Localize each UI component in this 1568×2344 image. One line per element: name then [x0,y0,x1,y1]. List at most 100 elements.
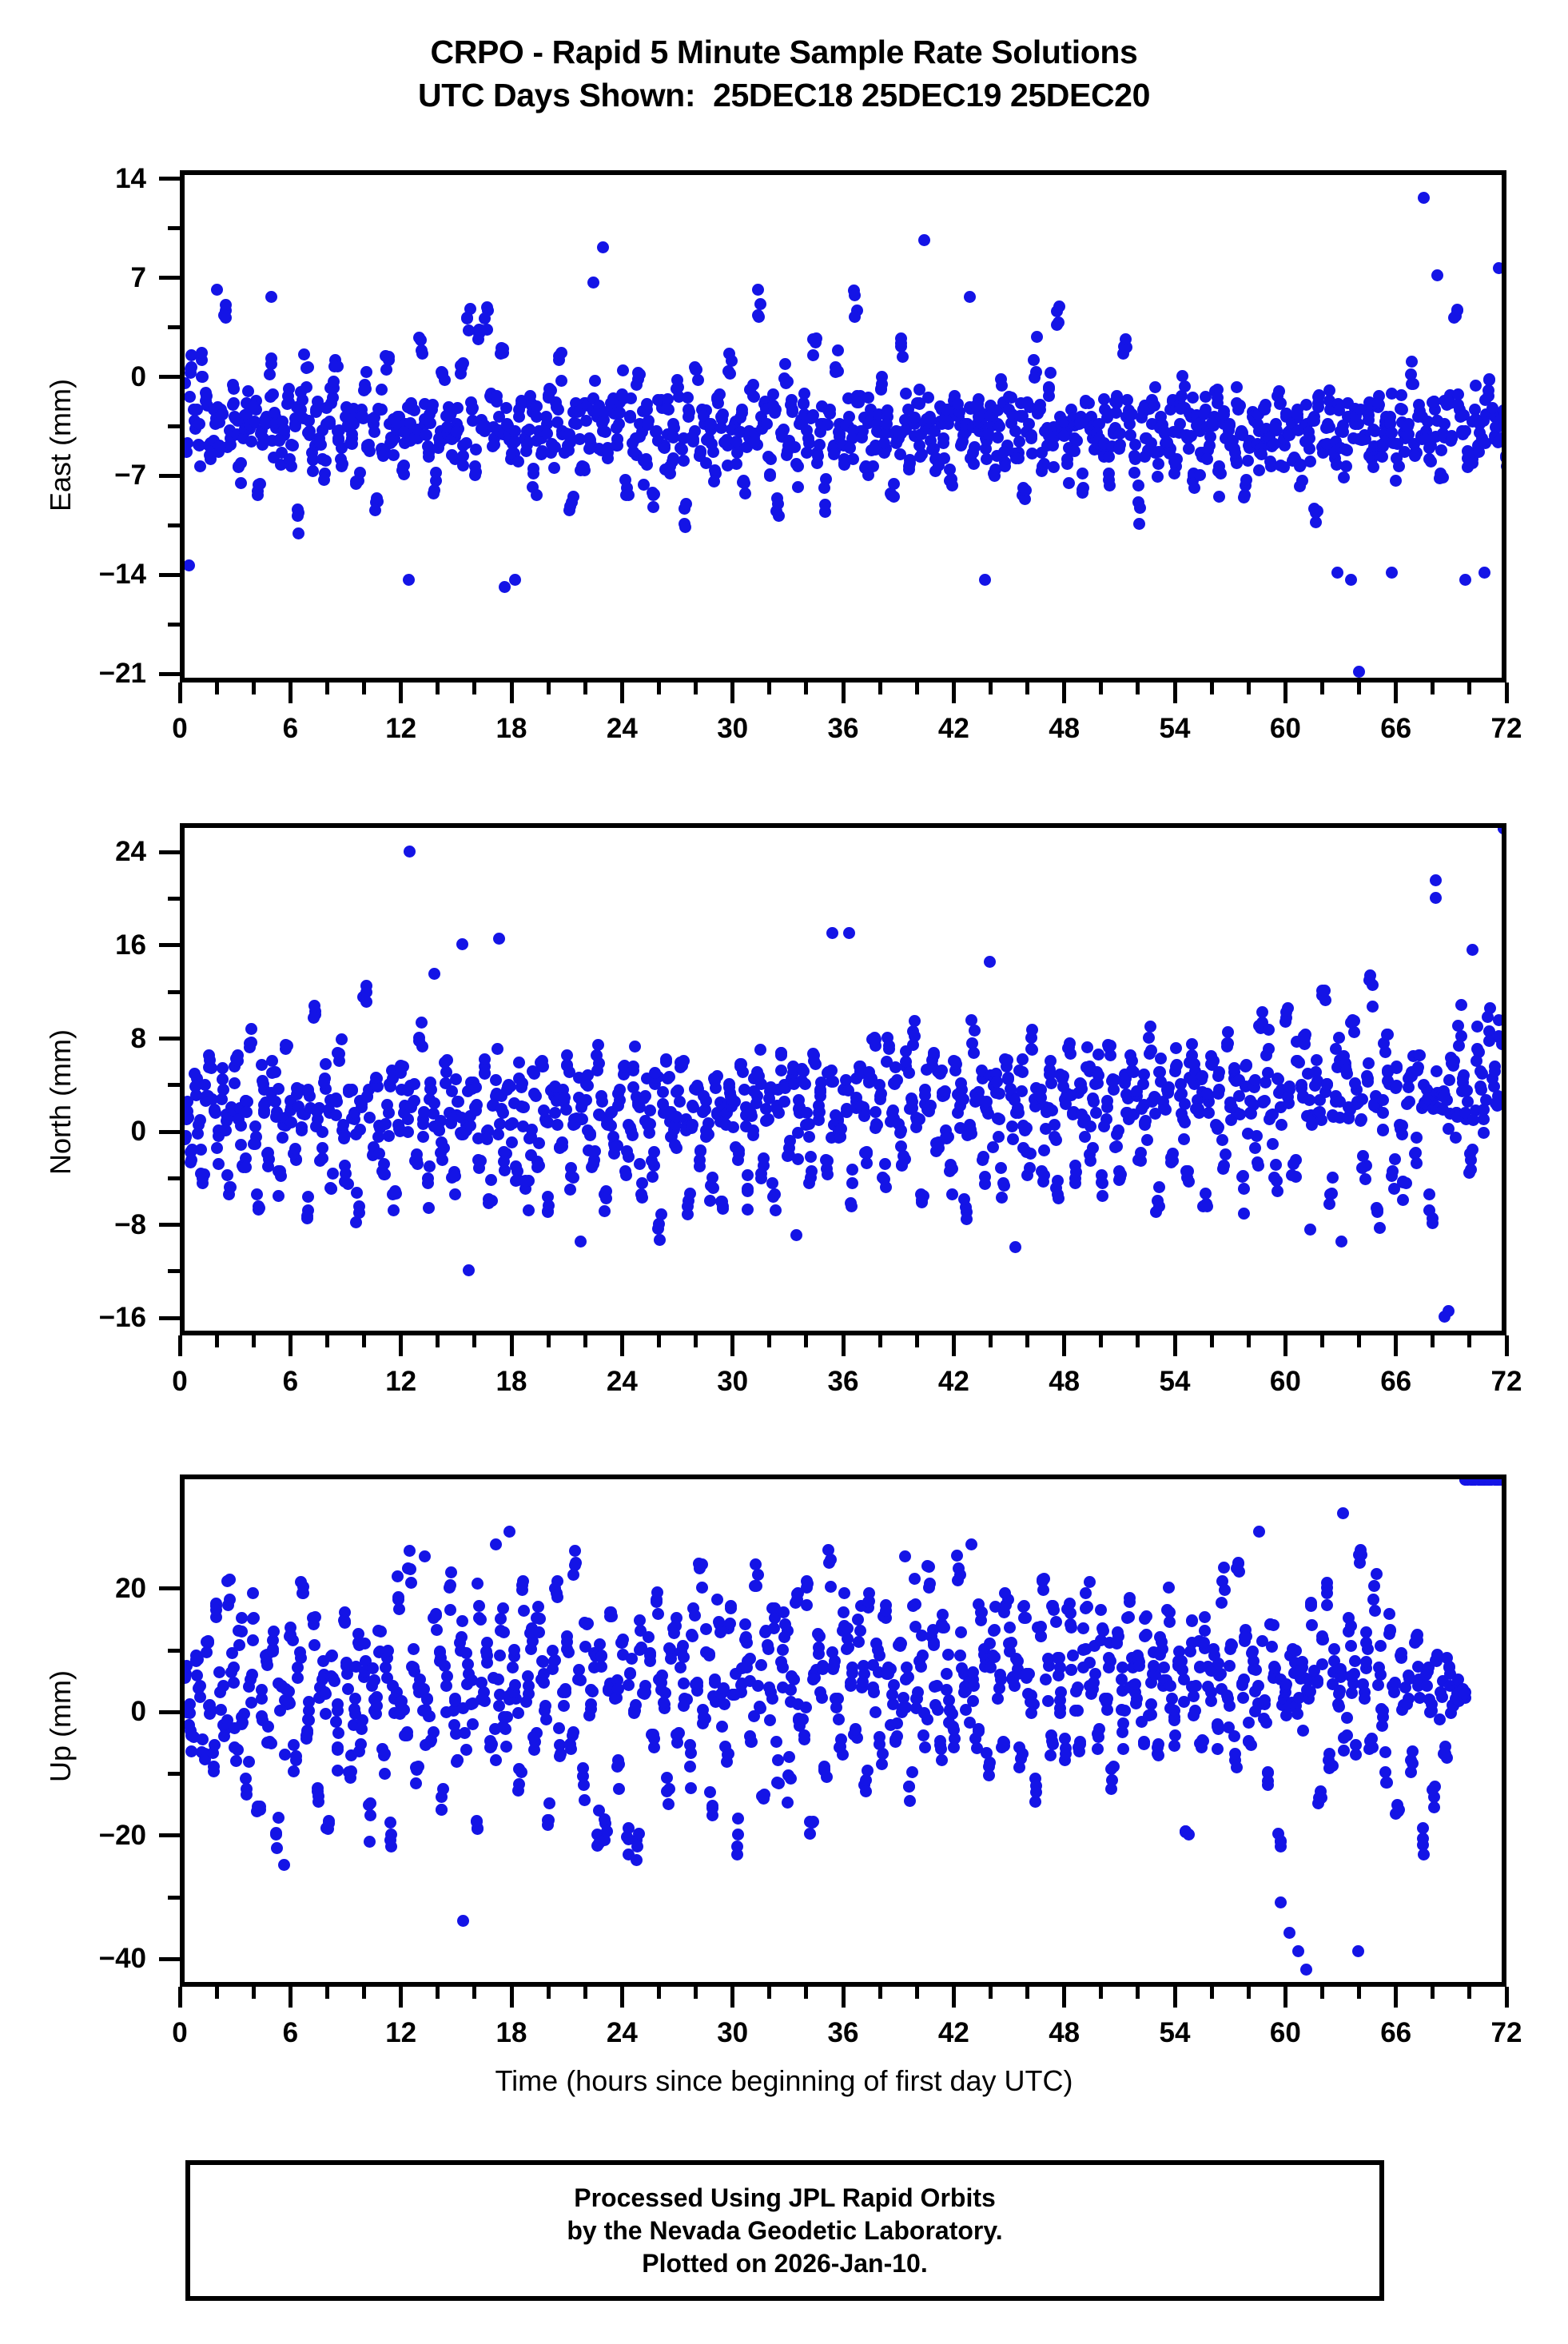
data-point [531,1600,544,1613]
data-point [1268,1662,1281,1675]
data-point [1417,1832,1429,1845]
data-point [1188,482,1201,495]
data-point [860,1785,873,1798]
x-tick-label: 60 [1269,713,1301,744]
x-tick-label: 42 [937,1366,969,1397]
data-point [1132,518,1145,531]
data-point [724,1602,737,1615]
data-point [1303,443,1316,456]
data-point [265,358,277,371]
data-point [1013,436,1025,448]
data-point [372,402,384,415]
data-point [220,298,233,311]
data-point [460,1744,473,1757]
data-point [812,1113,825,1126]
data-point [235,1718,248,1731]
x-tick-minor [767,1335,772,1347]
data-point [1341,1711,1354,1724]
x-tick-label: 66 [1380,1366,1412,1397]
data-point [1010,452,1023,464]
axis-title-north: North (mm) [44,1029,77,1175]
data-point [991,1075,1004,1088]
data-point [1407,1757,1419,1769]
data-point [235,1611,248,1624]
data-point [1163,1582,1176,1594]
data-point [377,449,390,462]
data-point [419,1550,432,1563]
data-point [254,478,267,491]
data-point [500,1741,513,1753]
x-tick-major [841,1335,846,1356]
data-point [896,1158,909,1171]
data-point [404,1544,416,1557]
data-point [1311,1676,1324,1689]
data-point [1084,1656,1096,1669]
data-point [790,1229,803,1242]
data-point [945,1188,958,1200]
data-point [915,1196,928,1208]
x-tick-minor [251,1335,256,1347]
data-point [1355,1161,1368,1174]
data-point [324,1182,336,1195]
data-point [1417,1849,1430,1861]
data-point [1044,1749,1057,1761]
x-tick-major [1504,1987,1509,2008]
data-point [1228,1730,1241,1743]
data-point [1224,1659,1236,1672]
data-point [1164,1616,1176,1629]
data-point [243,1681,256,1693]
data-point [217,309,230,322]
data-point [331,1743,344,1756]
data-point [328,1675,340,1688]
x-tick-minor [362,1987,367,1999]
data-point [457,460,470,472]
data-point [1505,404,1506,416]
data-point [846,1164,859,1176]
data-point [769,1204,782,1217]
data-point [741,1168,754,1181]
data-point [234,1120,247,1132]
data-point [822,1154,834,1167]
data-point [747,1128,760,1141]
data-point [328,360,340,373]
data-point [679,498,692,511]
data-point [1239,1630,1252,1643]
data-point [846,1176,859,1189]
data-point [1184,1645,1197,1658]
y-tick-major [159,375,180,380]
data-point [731,1812,744,1825]
data-point [487,440,499,452]
x-tick-minor [1209,683,1214,694]
data-point [1348,1076,1361,1089]
data-point [965,1127,977,1140]
x-tick-label: 18 [495,2017,527,2048]
data-point [758,1789,770,1801]
data-point [869,1705,882,1718]
data-point [815,1691,828,1704]
data-point [1138,1612,1151,1625]
data-point [600,1192,613,1205]
data-point [1289,1645,1302,1658]
data-point [1156,1635,1168,1648]
data-point [996,1191,1009,1204]
data-point [436,367,449,380]
data-point [285,438,298,451]
data-point [1274,1835,1287,1848]
data-point [1119,1704,1132,1717]
data-point [445,1566,458,1578]
x-tick-major [619,1987,624,2008]
data-point [1455,999,1467,1012]
x-tick-label: 60 [1269,2017,1301,2048]
data-point [489,1754,502,1767]
data-point [435,1804,448,1817]
data-point [1002,1637,1015,1650]
data-point [525,1123,538,1136]
y-tick-major [159,473,180,478]
data-point [899,388,912,400]
data-point [185,1672,191,1685]
data-point [641,398,654,411]
footer-line-3: Plotted on 2026-Jan-10. [642,2248,928,2278]
x-tick-label: 6 [282,2017,299,2048]
x-tick-label: 12 [385,1366,417,1397]
data-point [1200,452,1213,465]
